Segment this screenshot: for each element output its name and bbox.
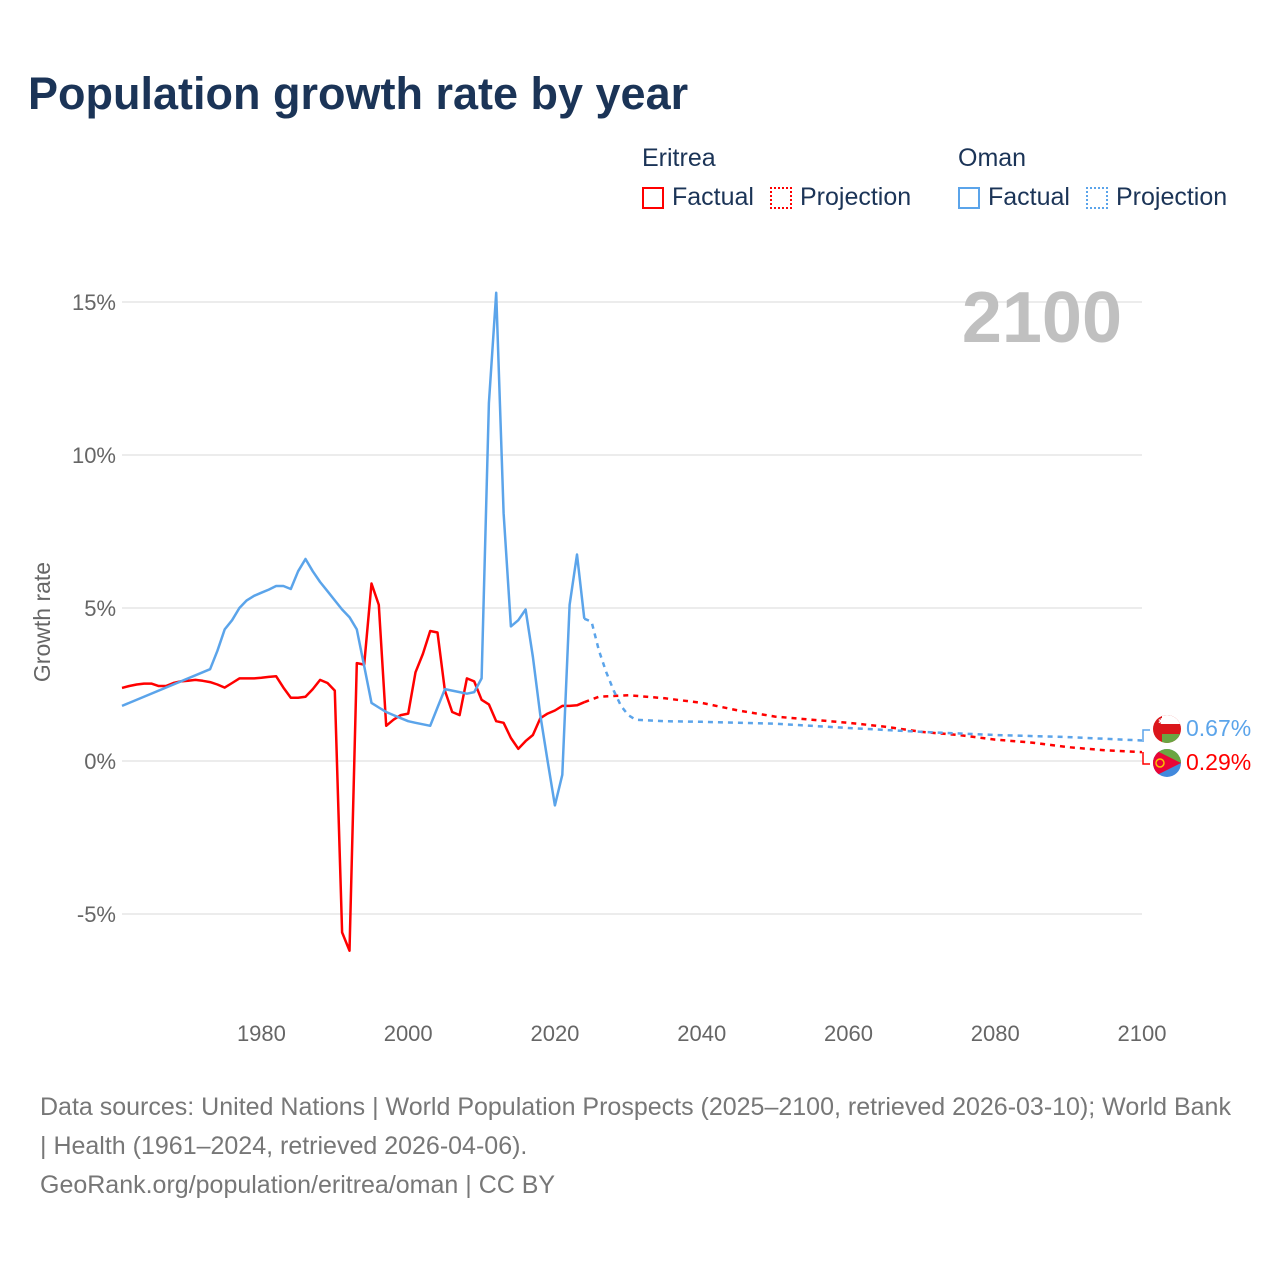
eritrea-connector [1142,752,1150,765]
x-tick-label: 2060 [824,1021,873,1046]
x-tick-label: 1980 [237,1021,286,1046]
x-tick-label: 2100 [1118,1021,1167,1046]
legend-oman-factual[interactable]: Factual [958,183,1070,212]
legend-label: Factual [672,183,754,211]
legend-group-name: Eritrea [642,144,716,172]
legend-group-name: Oman [958,144,1027,172]
oman-end-marker: ✱ 0.67% [1142,715,1251,743]
series-oman-projection [583,617,1143,742]
footer: Data sources: United Nations | World Pop… [40,1088,1240,1205]
legend-swatch-dotted [769,186,792,209]
y-axis-label: Growth rate [29,562,55,682]
legend-swatch-dotted [1085,186,1108,209]
chart-title: Population growth rate by year [28,68,689,119]
series-eritrea-projection [583,693,1143,754]
oman-end-value: 0.67% [1186,715,1251,741]
legend-eritrea-factual[interactable]: Factual [642,183,754,212]
eritrea-flag-icon [1153,749,1181,777]
series-eritrea-factual [121,582,585,952]
x-tick-label: 2020 [530,1021,579,1046]
legend-oman-projection[interactable]: Projection [1085,183,1228,212]
legend-label: Projection [799,183,912,211]
y-tick-label: 0% [84,749,116,774]
attribution-link[interactable]: GeoRank.org/population/eritrea/oman | CC… [40,1171,556,1199]
x-tick-label: 2000 [384,1021,433,1046]
svg-text:✱: ✱ [1158,717,1165,726]
legend-eritrea: Eritrea Factual Projection [642,144,927,216]
legend-swatch-solid [642,186,664,209]
eritrea-end-marker: 0.29% [1142,749,1251,777]
legend-eritrea-projection[interactable]: Projection [769,183,912,212]
year-display: 2100 [962,278,1122,358]
series-oman-factual [121,291,586,807]
data-sources: Data sources: United Nations | World Pop… [40,1093,1231,1160]
y-tick-label: 10% [72,443,116,468]
y-tick-label: 5% [84,596,116,621]
legend-label: Projection [1115,183,1228,211]
legend-oman: Oman Factual Projection [958,144,1227,216]
y-tick-label: 15% [72,290,116,315]
y-tick-label: -5% [77,902,116,927]
legend-swatch-solid [958,186,980,209]
eritrea-end-value: 0.29% [1186,749,1251,775]
x-tick-label: 2080 [971,1021,1020,1046]
x-tick-label: 2040 [677,1021,726,1046]
legend-label: Factual [988,183,1070,211]
oman-connector [1142,729,1150,742]
oman-flag-icon: ✱ [1153,715,1181,743]
